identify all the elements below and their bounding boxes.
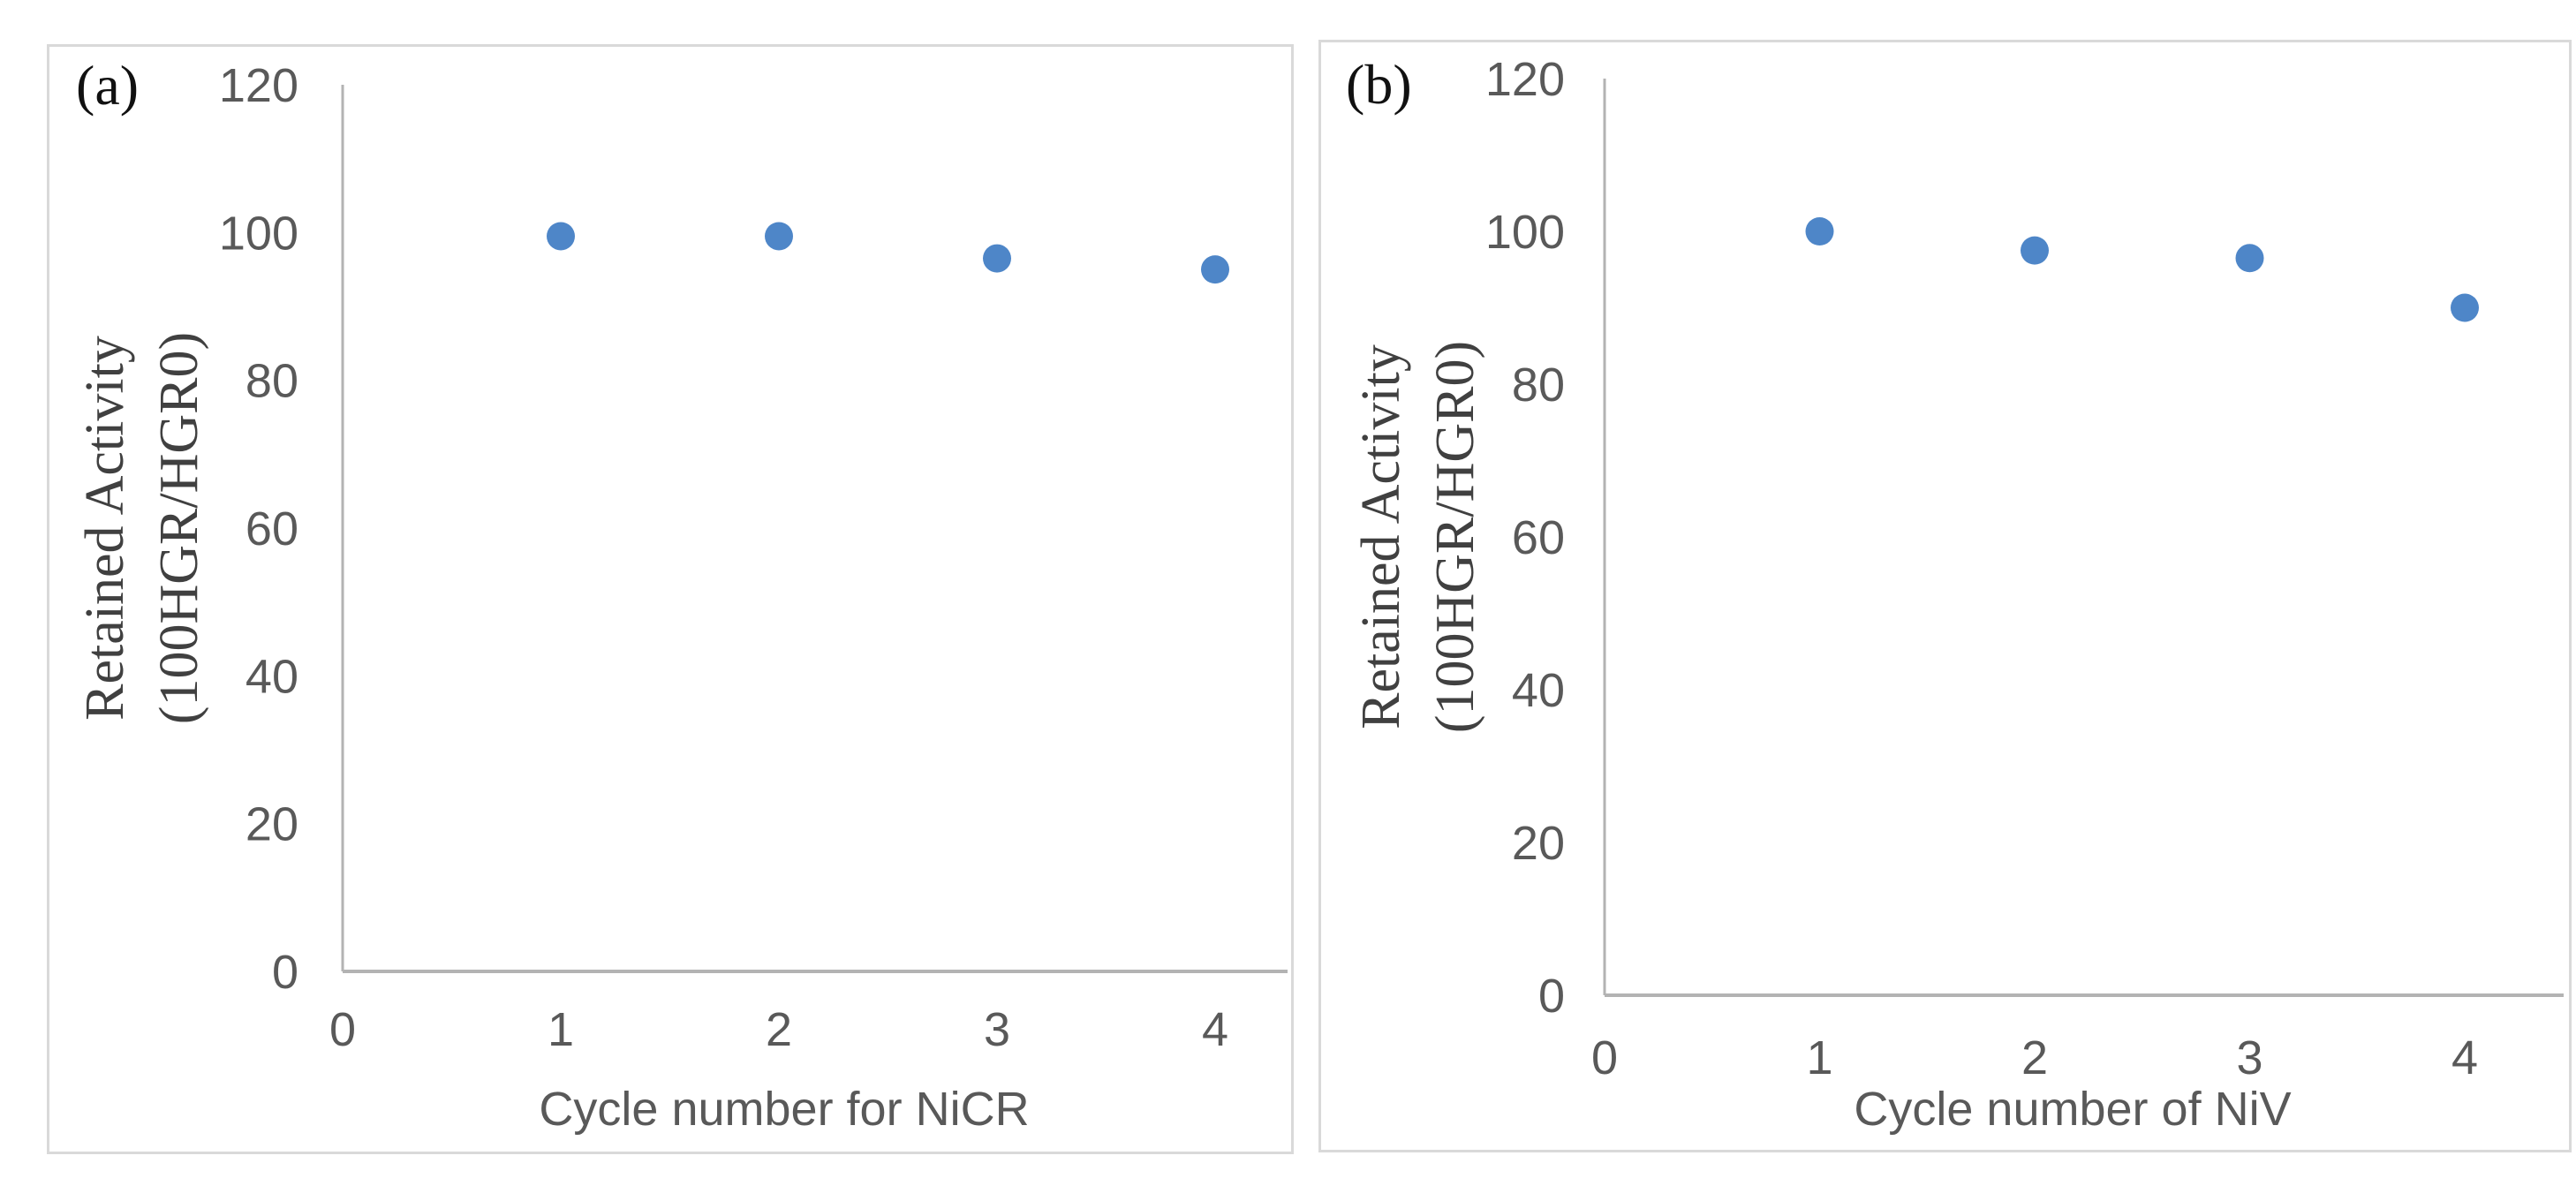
y-tick-label: 20 [1512,817,1565,870]
y-tick-label: 0 [1538,970,1565,1023]
data-point [983,244,1011,273]
chart-a-x-axis-title: Cycle number for NiCR [539,1083,1030,1136]
data-point [547,222,575,251]
y-tick-label: 60 [1512,511,1565,564]
y-tick-label: 0 [272,946,298,999]
x-tick-label: 4 [1202,1003,1228,1056]
data-point [1201,255,1229,284]
x-tick-label: 1 [1806,1031,1832,1084]
chart-a-y-axis-title-line2: (100HGR/HGR0) [149,331,209,725]
panel-a: 0 20 40 60 80 100 120 0 1 2 3 4 (a) Retained Activi… [47,44,1294,1154]
x-tick-label: 1 [548,1003,574,1056]
x-tick-label: 2 [766,1003,792,1056]
x-tick-label: 4 [2451,1031,2478,1084]
chart-b-y-axis-title: Retained Activity (100HGR/HGR0) [1344,341,1492,733]
y-tick-label: 60 [246,502,298,555]
chart-b-plot: 0 20 40 60 80 100 120 0 1 2 3 4 [1485,53,2564,1084]
x-tick-label: 3 [984,1003,1010,1056]
x-tick-label: 0 [329,1003,356,1056]
y-tick-label: 40 [246,650,298,703]
y-tick-label: 120 [1485,53,1565,106]
data-point [2451,293,2479,322]
chart-b-y-axis-title-line1: Retained Activity [1351,344,1411,729]
y-tick-label: 80 [1512,359,1565,412]
chart-a-plot: 0 20 40 60 80 100 120 0 1 2 3 4 [219,59,1288,1056]
y-tick-label: 40 [1512,664,1565,717]
chart-a-y-axis-title-line1: Retained Activity [75,336,135,721]
x-tick-label: 3 [2236,1031,2262,1084]
data-point [1805,217,1834,245]
panel-b: 0 20 40 60 80 100 120 0 1 2 3 4 (b) Retained Activi… [1318,40,2572,1152]
y-tick-label: 80 [246,355,298,408]
panel-a-tag: (a) [76,54,140,117]
chart-a-y-axis-title: Retained Activity (100HGR/HGR0) [68,332,216,724]
y-tick-label: 100 [1485,206,1565,259]
data-point [2021,236,2049,265]
panel-b-tag: (b) [1346,53,1412,116]
data-point [765,222,793,251]
chart-b-y-axis-title-line2: (100HGR/HGR0) [1425,340,1485,734]
x-tick-label: 0 [1591,1031,1618,1084]
y-tick-label: 100 [219,207,298,260]
y-tick-label: 120 [219,59,298,112]
chart-b-x-axis-title: Cycle number of NiV [1854,1083,2292,1136]
data-point [2235,244,2264,273]
y-tick-label: 20 [246,798,298,851]
x-tick-label: 2 [2021,1031,2048,1084]
